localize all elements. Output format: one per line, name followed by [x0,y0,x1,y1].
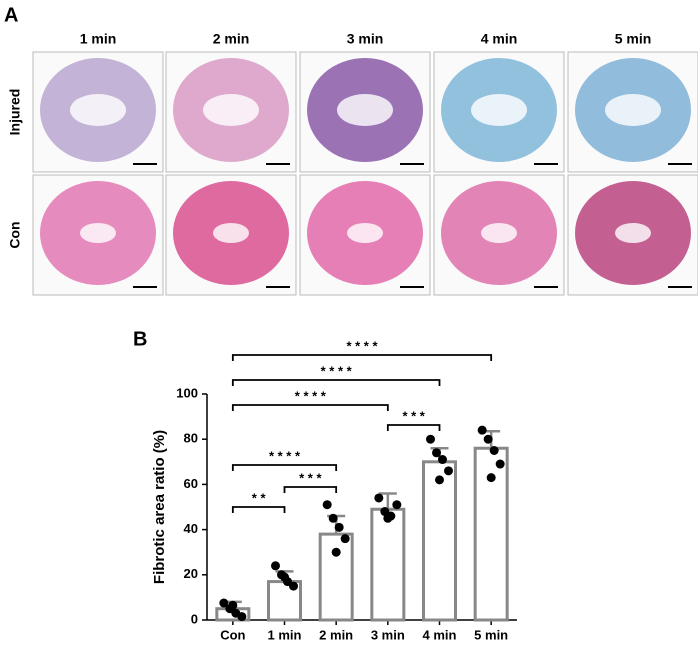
x-tick-label: 3 min [371,627,405,642]
data-point [374,493,384,503]
x-tick-label: 2 min [319,627,353,642]
data-point [426,434,435,444]
lumen [203,94,259,126]
data-point [435,475,444,485]
data-point [486,473,496,483]
data-point [331,547,341,557]
panel-label: B [133,328,147,350]
data-point [228,600,238,610]
bar [318,532,354,622]
x-tick-label: 4 min [423,627,457,642]
data-point [334,522,344,532]
column-header: 2 min [213,31,250,47]
data-point [322,500,332,510]
x-tick-label: 5 min [474,627,508,642]
significance-label: * * * * [269,448,301,463]
data-point [438,455,447,465]
data-point [477,425,487,435]
significance-label: * * * [402,408,425,423]
lumen [213,223,249,243]
significance-bracket [231,379,441,386]
lumen [80,223,116,243]
data-point [271,561,280,571]
y-tick-label: 40 [184,521,198,536]
significance-bracket [283,486,338,493]
column-header: 1 min [80,31,117,47]
bar [370,507,406,622]
data-point [328,513,338,523]
data-point [289,581,298,591]
data-point [432,448,441,458]
data-point [280,572,289,582]
significance-bracket [231,354,493,361]
y-tick-label: 100 [176,385,198,400]
lumen [347,223,383,243]
y-tick-label: 20 [184,566,198,581]
column-header: 3 min [347,31,384,47]
data-point [237,612,247,622]
significance-label: * * * [299,470,322,485]
lumen [615,223,651,243]
significance-label: * * * * [295,388,327,403]
column-header: 5 min [615,31,652,47]
significance-bracket [231,506,286,513]
column-header: 4 min [481,31,518,47]
data-point [444,466,453,476]
row-label: Injured [7,89,23,136]
panel-label: A [4,4,18,26]
significance-bracket [231,464,338,471]
data-point [392,500,402,510]
lumen [605,94,661,126]
significance-label: * * * * [346,338,378,353]
x-tick-label: 1 min [268,627,302,642]
significance-label: * * [252,490,267,505]
lumen [337,94,393,126]
data-point [495,459,505,469]
data-point [383,513,393,523]
lumen [471,94,527,126]
data-point [340,534,350,544]
data-point [219,598,229,608]
data-point [489,446,499,455]
significance-label: * * * * [321,363,353,378]
bar [422,460,457,622]
y-tick-label: 60 [184,476,198,491]
y-axis-label: Fibrotic area ratio (%) [151,430,168,584]
x-tick-label: Con [220,627,245,642]
data-point [483,434,493,444]
y-tick-label: 80 [184,431,198,446]
significance-bracket [386,424,441,431]
lumen [481,223,517,243]
lumen [70,94,126,126]
significance-bracket [231,404,389,411]
row-label: Con [7,221,23,248]
y-tick-label: 0 [191,611,198,626]
